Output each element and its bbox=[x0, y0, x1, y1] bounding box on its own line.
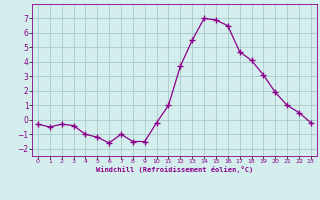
X-axis label: Windchill (Refroidissement éolien,°C): Windchill (Refroidissement éolien,°C) bbox=[96, 166, 253, 173]
